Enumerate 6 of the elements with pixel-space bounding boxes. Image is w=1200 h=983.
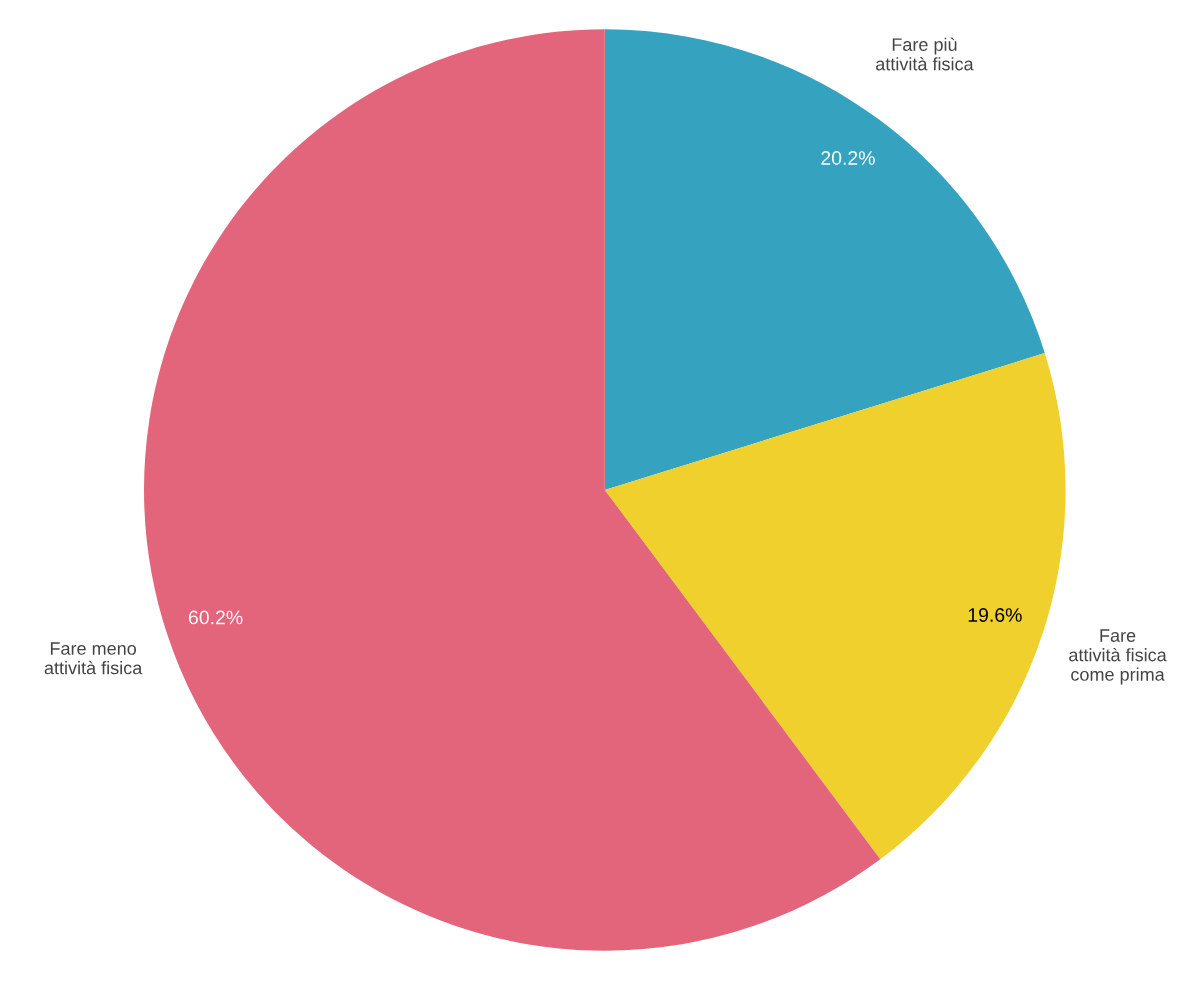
slice-label: Fare più attività fisica (876, 37, 974, 71)
data-label: 60.2% (188, 610, 243, 625)
slice-label: Fare meno attività fisica (44, 642, 143, 675)
data-label: 19.6% (968, 608, 1022, 622)
data-label: 20.2% (821, 151, 875, 165)
slice-label: Fare attività fisica come prima (1069, 629, 1167, 685)
